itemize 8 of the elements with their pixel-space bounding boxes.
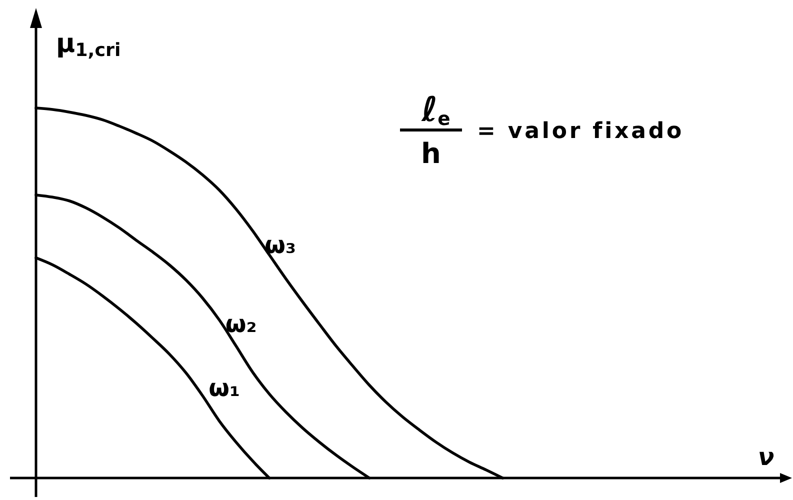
series-label: ω₁ [208, 374, 240, 402]
series-label: ω₂ [225, 310, 257, 338]
annotation: = valor fixado [477, 119, 684, 144]
y-axis-title: μ$_{1,cri}$ [56, 29, 121, 61]
annotation: ℓ$_{e}$ [420, 90, 450, 130]
x-axis-title: ν [758, 443, 774, 471]
annotation: h [421, 137, 441, 170]
series-label: ω₃ [264, 230, 296, 259]
